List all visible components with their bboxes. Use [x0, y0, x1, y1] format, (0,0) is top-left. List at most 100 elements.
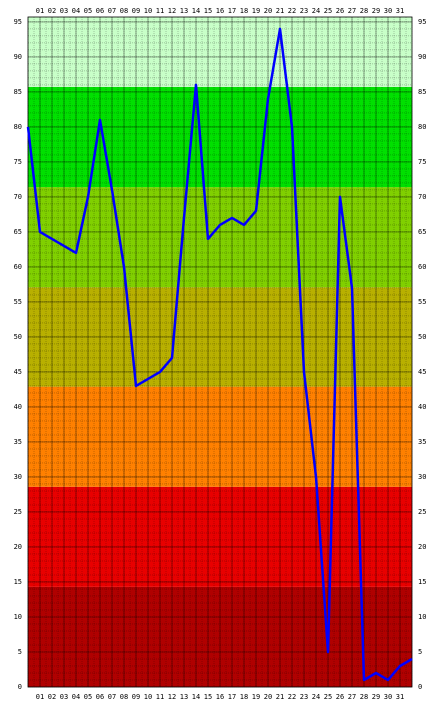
y-tick-label: 15 — [418, 578, 426, 586]
y-tick-label: 25 — [14, 508, 22, 516]
x-tick-label: 26 — [336, 693, 344, 701]
x-tick-label: 14 — [192, 7, 200, 15]
x-tick-label: 01 — [36, 693, 44, 701]
x-tick-label: 29 — [372, 693, 380, 701]
y-tick-label: 75 — [418, 158, 426, 166]
y-tick-label: 60 — [418, 263, 426, 271]
x-tick-label: 25 — [324, 693, 332, 701]
y-tick-label: 75 — [14, 158, 22, 166]
x-tick-label: 03 — [60, 693, 68, 701]
x-tick-label: 06 — [96, 693, 104, 701]
x-tick-label: 12 — [168, 7, 176, 15]
y-tick-label: 90 — [14, 53, 22, 61]
y-tick-label: 60 — [14, 263, 22, 271]
x-tick-label: 28 — [360, 7, 368, 15]
y-tick-label: 30 — [14, 473, 22, 481]
y-tick-label: 70 — [418, 193, 426, 201]
x-tick-label: 27 — [348, 7, 356, 15]
y-tick-label: 40 — [14, 403, 22, 411]
x-tick-label: 23 — [300, 7, 308, 15]
x-tick-label: 19 — [252, 7, 260, 15]
y-tick-label: 45 — [14, 368, 22, 376]
x-tick-label: 15 — [204, 7, 212, 15]
x-tick-label: 04 — [72, 7, 80, 15]
x-tick-label: 09 — [132, 7, 140, 15]
y-tick-label: 80 — [418, 123, 426, 131]
x-tick-label: 04 — [72, 693, 80, 701]
y-tick-label: 50 — [14, 333, 22, 341]
x-tick-label: 07 — [108, 693, 116, 701]
y-tick-label: 10 — [418, 613, 426, 621]
x-tick-label: 07 — [108, 7, 116, 15]
y-tick-label: 30 — [418, 473, 426, 481]
x-tick-label: 17 — [228, 7, 236, 15]
y-tick-label: 0 — [418, 683, 422, 691]
data-line — [26, 27, 413, 682]
y-tick-label: 0 — [18, 683, 22, 691]
y-tick-label: 5 — [418, 648, 422, 656]
x-tick-label: 08 — [120, 7, 128, 15]
y-tick-label: 65 — [14, 228, 22, 236]
x-tick-label: 01 — [36, 7, 44, 15]
x-tick-label: 23 — [300, 693, 308, 701]
x-tick-label: 16 — [216, 7, 224, 15]
x-tick-label: 20 — [264, 7, 272, 15]
x-tick-label: 17 — [228, 693, 236, 701]
x-tick-label: 29 — [372, 7, 380, 15]
x-tick-label: 11 — [156, 693, 164, 701]
x-tick-label: 09 — [132, 693, 140, 701]
x-tick-label: 26 — [336, 7, 344, 15]
y-tick-label: 85 — [418, 88, 426, 96]
x-tick-label: 21 — [276, 693, 284, 701]
x-tick-label: 13 — [180, 693, 188, 701]
x-tick-label: 28 — [360, 693, 368, 701]
x-tick-label: 25 — [324, 7, 332, 15]
x-tick-label: 31 — [396, 693, 404, 701]
x-tick-label: 30 — [384, 693, 392, 701]
y-tick-label: 20 — [14, 543, 22, 551]
y-tick-label: 85 — [14, 88, 22, 96]
y-tick-label: 40 — [418, 403, 426, 411]
x-tick-label: 24 — [312, 7, 320, 15]
x-tick-label: 10 — [144, 693, 152, 701]
y-tick-label: 45 — [418, 368, 426, 376]
y-tick-label: 15 — [14, 578, 22, 586]
y-tick-label: 35 — [418, 438, 426, 446]
x-tick-label: 20 — [264, 693, 272, 701]
plot-frame — [27, 16, 413, 688]
x-tick-label: 22 — [288, 693, 296, 701]
x-tick-label: 19 — [252, 693, 260, 701]
y-tick-label: 55 — [418, 298, 426, 306]
y-tick-label: 10 — [14, 613, 22, 621]
x-tick-label: 22 — [288, 7, 296, 15]
x-tick-label: 02 — [48, 693, 56, 701]
x-tick-label: 05 — [84, 7, 92, 15]
x-tick-label: 02 — [48, 7, 56, 15]
y-tick-label: 20 — [418, 543, 426, 551]
y-tick-label: 5 — [18, 648, 22, 656]
x-tick-label: 27 — [348, 693, 356, 701]
y-tick-label: 95 — [14, 18, 22, 26]
y-tick-label: 95 — [418, 18, 426, 26]
x-tick-label: 05 — [84, 693, 92, 701]
x-tick-label: 03 — [60, 7, 68, 15]
y-tick-label: 90 — [418, 53, 426, 61]
x-tick-label: 24 — [312, 693, 320, 701]
y-tick-label: 50 — [418, 333, 426, 341]
x-tick-label: 31 — [396, 7, 404, 15]
x-tick-label: 30 — [384, 7, 392, 15]
x-tick-label: 14 — [192, 693, 200, 701]
y-tick-label: 80 — [14, 123, 22, 131]
x-tick-label: 11 — [156, 7, 164, 15]
x-tick-label: 08 — [120, 693, 128, 701]
x-tick-label: 21 — [276, 7, 284, 15]
x-tick-label: 12 — [168, 693, 176, 701]
x-tick-label: 18 — [240, 7, 248, 15]
x-tick-label: 06 — [96, 7, 104, 15]
x-tick-label: 13 — [180, 7, 188, 15]
y-tick-label: 55 — [14, 298, 22, 306]
y-tick-label: 25 — [418, 508, 426, 516]
x-tick-label: 18 — [240, 693, 248, 701]
x-tick-label: 10 — [144, 7, 152, 15]
